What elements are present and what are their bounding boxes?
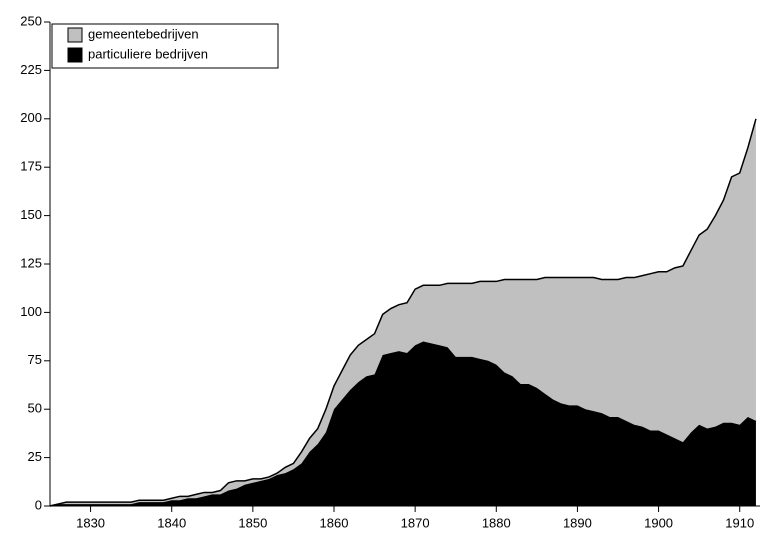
y-tick-label: 125 [20,255,42,270]
x-tick-label: 1880 [482,515,511,530]
y-tick-label: 75 [28,352,42,367]
legend-box [51,23,279,69]
x-tick-label: 1900 [644,515,673,530]
area [50,118,756,507]
y-tick-label: 225 [20,62,42,77]
y-tick-label: 200 [20,110,42,125]
y-tick-label: 150 [20,207,42,222]
x-tick-label: 1850 [238,515,267,530]
y-tick-label: 50 [28,401,42,416]
y-tick-label: 25 [28,449,42,464]
y-tick-label: 0 [35,497,42,512]
legend-swatch [67,47,83,63]
area-edge [49,118,757,507]
y-tick-label: 250 [20,13,42,28]
y-tick-label: 175 [20,159,42,174]
x-tick-label: 1830 [76,515,105,530]
y-tick-label: 100 [20,304,42,319]
x-tick-label: 1890 [563,515,592,530]
x-tick-label: 1870 [401,515,430,530]
x-tick-label: 1910 [725,515,754,530]
area [50,341,756,506]
x-tick-label: 1860 [320,515,349,530]
legend-swatch [67,27,83,43]
x-tick-label: 1840 [157,515,186,530]
legend-label: gemeentebedrijven [88,26,199,41]
legend-label: particuliere bedrijven [88,46,208,61]
